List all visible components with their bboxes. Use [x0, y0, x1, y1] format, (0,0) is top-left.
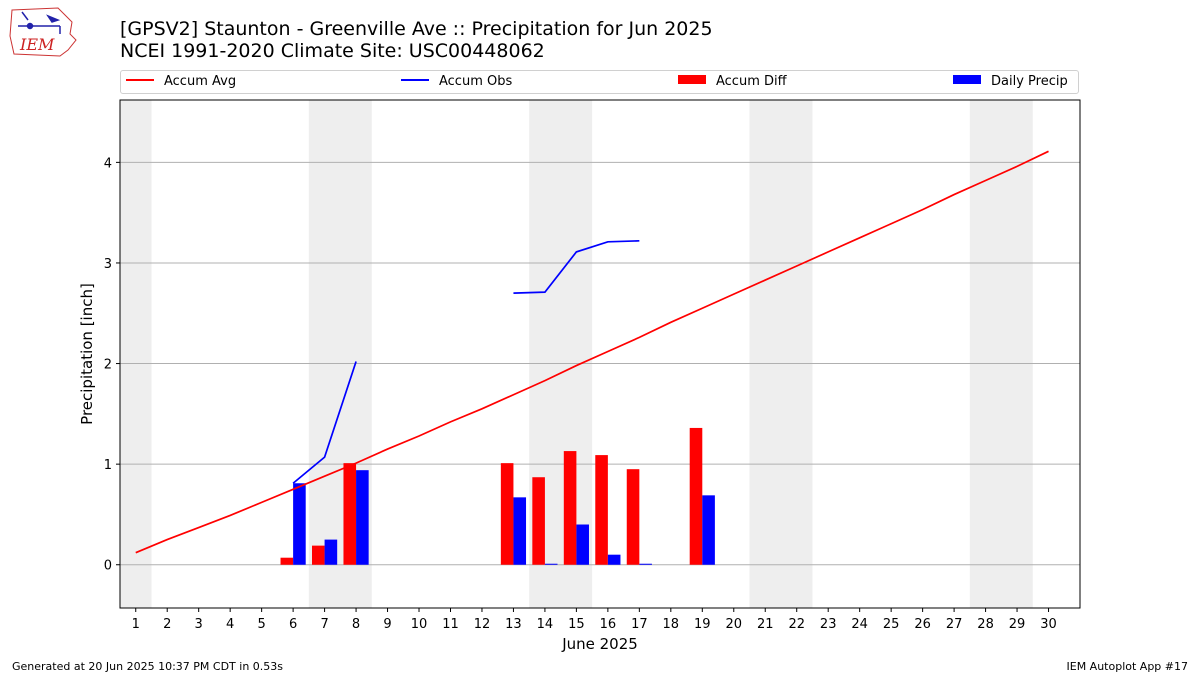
y-tick-label: 2 — [104, 358, 112, 373]
title-line-2: NCEI 1991-2020 Climate Site: USC00448062 — [120, 40, 545, 62]
accum-obs-line — [292, 361, 357, 484]
accum-avg-line — [135, 150, 1049, 554]
x-tick-label: 26 — [914, 617, 931, 632]
x-tick-label: 28 — [977, 617, 994, 632]
x-tick-label: 21 — [757, 617, 774, 632]
legend-label-obs: Accum Obs — [439, 74, 513, 89]
daily-bar — [356, 470, 369, 565]
diff-bar — [626, 469, 640, 565]
x-tick-label: 7 — [320, 617, 328, 632]
daily-bar — [544, 563, 558, 565]
legend-label-diff: Accum Diff — [716, 74, 787, 89]
plot-frame — [119, 99, 1081, 609]
diff-bar — [689, 427, 703, 565]
daily-bar — [639, 563, 652, 565]
legend-accum-diff: Accum Diff — [678, 74, 787, 90]
x-tick-label: 19 — [694, 617, 711, 632]
title-line-1: [GPSV2] Staunton - Greenville Ave :: Pre… — [120, 18, 713, 40]
daily-bar — [293, 483, 306, 565]
legend-label-daily: Daily Precip — [991, 74, 1068, 89]
x-tick-label: 16 — [600, 617, 617, 632]
weekend-band — [749, 100, 813, 608]
x-tick-label: 8 — [352, 617, 360, 632]
x-tick-label: 2 — [163, 617, 171, 632]
x-tick-label: 25 — [883, 617, 900, 632]
iem-logo: IEM — [9, 7, 77, 57]
diff-bar — [532, 477, 545, 565]
x-tick-label: 1 — [132, 617, 140, 632]
logo-text: IEM — [19, 35, 55, 54]
legend-swatch-daily — [953, 75, 981, 84]
x-axis-label: June 2025 — [561, 635, 638, 653]
x-tick-label: 3 — [195, 617, 203, 632]
x-tick-label: 10 — [411, 617, 428, 632]
x-tick-label: 11 — [442, 617, 459, 632]
y-tick-label: 4 — [104, 156, 112, 171]
legend-swatch-avg — [126, 78, 154, 81]
legend-daily-precip: Daily Precip — [953, 74, 1068, 90]
x-tick-label: 5 — [257, 617, 265, 632]
x-tick-label: 20 — [725, 617, 742, 632]
x-tick-label: 13 — [505, 617, 522, 632]
x-tick-label: 4 — [226, 617, 234, 632]
y-tick-label: 1 — [104, 458, 112, 473]
legend-swatch-diff — [678, 75, 706, 84]
daily-bar — [702, 495, 715, 565]
x-tick-label: 6 — [289, 617, 297, 632]
x-tick-label: 15 — [568, 617, 585, 632]
accum-obs-line — [513, 239, 640, 294]
diff-bar — [595, 455, 608, 565]
x-tick-label: 14 — [537, 617, 554, 632]
daily-bar — [576, 524, 589, 565]
x-tick-label: 9 — [383, 617, 391, 632]
weekend-band — [969, 100, 1033, 608]
legend-accum-avg: Accum Avg — [126, 74, 236, 90]
daily-bar — [513, 497, 527, 565]
legend-accum-obs: Accum Obs — [401, 74, 512, 90]
weekend-band — [120, 100, 152, 608]
x-tick-label: 30 — [1040, 617, 1057, 632]
daily-bar — [607, 554, 621, 565]
chart-title: [GPSV2] Staunton - Greenville Ave :: Pre… — [120, 18, 713, 62]
x-tick-label: 24 — [851, 617, 868, 632]
x-tick-label: 23 — [820, 617, 837, 632]
y-tick-label: 0 — [104, 559, 112, 574]
x-tick-label: 17 — [631, 617, 648, 632]
diff-bar — [500, 463, 514, 565]
diff-bar — [343, 463, 357, 565]
daily-bar — [324, 539, 338, 565]
x-tick-label: 22 — [788, 617, 805, 632]
x-tick-label: 27 — [946, 617, 963, 632]
x-tick-label: 29 — [1009, 617, 1026, 632]
legend-swatch-obs — [401, 78, 429, 81]
y-tick-label: 3 — [104, 257, 112, 272]
diff-bar — [563, 451, 577, 565]
legend-label-avg: Accum Avg — [164, 74, 237, 89]
y-axis-label: Precipitation [inch] — [78, 283, 96, 425]
x-tick-label: 12 — [474, 617, 491, 632]
autoplot-label: IEM Autoplot App #17 — [1066, 660, 1189, 673]
diff-bar — [312, 545, 325, 565]
diff-bar — [280, 557, 294, 565]
generated-timestamp: Generated at 20 Jun 2025 10:37 PM CDT in… — [12, 660, 284, 673]
legend: Accum Avg Accum Obs Accum Diff Daily Pre… — [120, 70, 1079, 94]
x-tick-label: 18 — [663, 617, 680, 632]
